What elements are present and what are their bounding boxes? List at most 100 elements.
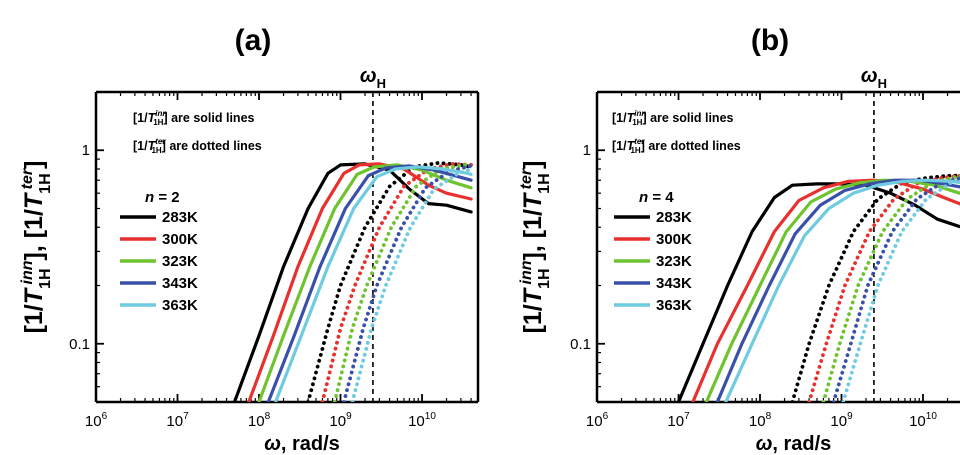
y-axis-label-part: inn [19, 260, 36, 284]
x-axis-unit: , rad/s [772, 433, 831, 455]
curves-group [676, 173, 960, 402]
legend-label-323K: 323K [656, 253, 692, 270]
y-axis-label-part: T [519, 286, 547, 304]
y-axis-label-part: 1H [536, 269, 553, 289]
note-sup: inn [634, 109, 646, 118]
note-T: T [627, 139, 636, 153]
note-close: ] are solid lines [642, 111, 733, 125]
legend-label-300K: 300K [162, 231, 198, 248]
y-axis-label-part: [1/ [20, 304, 48, 333]
y-axis-label-part: 1H [37, 173, 54, 193]
note-sub: 1H [632, 118, 642, 127]
solid-curve-363K [724, 178, 960, 402]
x-tick-label: 107 [667, 411, 690, 430]
legend-title: n = 4 [639, 189, 674, 206]
legend-label-343K: 343K [656, 275, 692, 292]
y-axis-label-part: ter [518, 168, 535, 189]
y-tick-label: 0.1 [570, 336, 591, 353]
note-dotted-lines: [1/Tter 1H] are dotted lines [612, 137, 741, 155]
legend-eq: = 2 [154, 189, 179, 206]
note-dotted-lines: [1/Tter 1H] are dotted lines [133, 137, 262, 155]
x-tick-exponent: 10 [926, 411, 938, 422]
y-tick-label: 1 [82, 142, 90, 159]
x-tick-label: 108 [248, 411, 271, 430]
note-close: ] are dotted lines [641, 139, 741, 153]
dotted-curve-300K [807, 173, 960, 402]
dotted-curve-363K [350, 167, 473, 402]
y-axis-label-part: inn [518, 260, 535, 284]
omega-h-label: ωH [360, 65, 386, 91]
note-sup: inn [155, 109, 167, 118]
dotted-curve-343K [342, 164, 473, 402]
dotted-curve-323K [821, 174, 960, 402]
note-solid-lines: [1/Tinn 1H] are solid lines [612, 109, 734, 127]
y-axis-label-part: T [20, 286, 48, 304]
x-tick-label: 1010 [909, 411, 937, 430]
y-axis-label-part: 1H [536, 173, 553, 193]
note-sub: 1H [151, 146, 161, 155]
x-tick-label: 1010 [408, 411, 436, 430]
solid-curve-343K [266, 164, 473, 402]
note-T: T [627, 111, 636, 125]
dotted-curve-283K [790, 173, 960, 402]
x-tick-exponent: 8 [766, 411, 772, 422]
note-sub: 1H [153, 118, 163, 127]
solid-curve-283K [232, 162, 473, 402]
legend-label-283K: 283K [656, 209, 692, 226]
curves-group [232, 160, 473, 402]
x-tick-exponent: 7 [183, 411, 189, 422]
omega-h-symbol: ω [861, 65, 878, 87]
x-tick-label: 109 [329, 411, 352, 430]
x-tick-exponent: 10 [425, 411, 437, 422]
note-bracket: [1/ [133, 139, 148, 153]
note-close: ] are dotted lines [162, 139, 262, 153]
x-tick-exponent: 6 [603, 411, 609, 422]
x-tick-exponent: 9 [847, 411, 853, 422]
x-tick-label: 109 [830, 411, 853, 430]
omega-h-subscript: H [878, 76, 887, 91]
x-tick-label: 107 [166, 411, 189, 430]
dotted-curve-363K [841, 178, 960, 402]
dotted-curve-283K [306, 160, 473, 402]
note-T: T [148, 139, 157, 153]
x-tick-exponent: 9 [346, 411, 352, 422]
legend-label-363K: 363K [656, 297, 692, 314]
y-axis-label-part: T [20, 191, 48, 209]
solid-curve-323K [704, 178, 960, 402]
y-axis-label: [1/T1Hinn], [1/T1Hter] [19, 161, 54, 334]
note-sup: ter [155, 137, 166, 146]
legend-label-300K: 300K [656, 231, 692, 248]
x-axis-label: ω, rad/s [756, 433, 832, 455]
legend-label-343K: 343K [162, 275, 198, 292]
note-T: T [148, 111, 157, 125]
note-close: ] are solid lines [163, 111, 254, 125]
solid-curve-323K [257, 163, 473, 402]
y-axis-label-part: ] [20, 161, 48, 169]
y-axis-label-part: ], [1/ [519, 209, 547, 260]
y-axis-label: [1/T1Hinn], [1/T1Hter] [518, 161, 553, 334]
x-tick-label: 106 [586, 411, 609, 430]
legend-label-283K: 283K [162, 209, 198, 226]
x-axis-symbol: ω [756, 433, 773, 455]
x-tick-exponent: 6 [102, 411, 108, 422]
x-axis-unit: , rad/s [281, 433, 340, 455]
y-axis-label-part: 1H [37, 269, 54, 289]
dotted-curve-323K [332, 163, 473, 402]
y-axis-label-part: [1/ [519, 304, 547, 333]
x-tick-exponent: 8 [265, 411, 271, 422]
omega-h-subscript: H [377, 76, 386, 91]
x-axis-label: ω, rad/s [264, 433, 340, 455]
dotted-curve-343K [831, 176, 960, 402]
note-sup: ter [634, 137, 645, 146]
note-bracket: [1/ [612, 111, 627, 125]
note-sub: 1H [630, 146, 640, 155]
omega-h-label: ωH [861, 65, 887, 91]
solid-curve-363K [274, 165, 473, 402]
solid-curve-300K [691, 178, 960, 402]
legend-n: n [145, 189, 154, 206]
y-axis-label-part: T [519, 191, 547, 209]
y-tick-label: 1 [583, 142, 591, 159]
